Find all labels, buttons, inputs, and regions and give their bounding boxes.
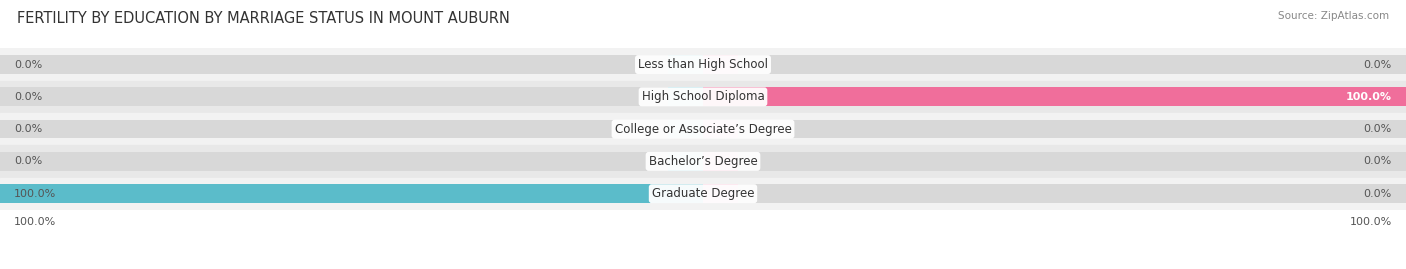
Text: FERTILITY BY EDUCATION BY MARRIAGE STATUS IN MOUNT AUBURN: FERTILITY BY EDUCATION BY MARRIAGE STATU…: [17, 11, 510, 26]
Text: 0.0%: 0.0%: [14, 156, 42, 167]
Text: College or Associate’s Degree: College or Associate’s Degree: [614, 123, 792, 136]
Bar: [0, 184, 703, 203]
Text: 0.0%: 0.0%: [1364, 156, 1392, 167]
Bar: [668, 120, 703, 139]
Text: 0.0%: 0.0%: [14, 59, 42, 70]
Bar: [0, 81, 1406, 113]
Bar: [0, 48, 1406, 81]
Text: High School Diploma: High School Diploma: [641, 90, 765, 103]
Text: 0.0%: 0.0%: [1364, 124, 1392, 134]
Bar: [703, 87, 1406, 106]
Text: 100.0%: 100.0%: [14, 189, 56, 199]
Bar: [0, 184, 703, 203]
Bar: [668, 152, 703, 171]
Text: 0.0%: 0.0%: [1364, 59, 1392, 70]
Bar: [668, 87, 703, 106]
Bar: [703, 55, 1406, 74]
Bar: [703, 55, 738, 74]
Legend: Married, Unmarried: Married, Unmarried: [610, 264, 796, 269]
Text: 100.0%: 100.0%: [1346, 92, 1392, 102]
Bar: [0, 87, 703, 106]
Bar: [703, 184, 738, 203]
Text: 100.0%: 100.0%: [14, 217, 56, 227]
Bar: [703, 87, 1406, 106]
Text: 100.0%: 100.0%: [1350, 217, 1392, 227]
Bar: [668, 55, 703, 74]
Bar: [0, 120, 703, 139]
Bar: [0, 55, 703, 74]
Bar: [0, 152, 703, 171]
Bar: [0, 113, 1406, 145]
Bar: [703, 184, 1406, 203]
Bar: [0, 145, 1406, 178]
Bar: [703, 152, 1406, 171]
Bar: [703, 120, 1406, 139]
Text: 0.0%: 0.0%: [14, 124, 42, 134]
Bar: [0, 178, 1406, 210]
Text: Source: ZipAtlas.com: Source: ZipAtlas.com: [1278, 11, 1389, 21]
Text: Bachelor’s Degree: Bachelor’s Degree: [648, 155, 758, 168]
Text: Less than High School: Less than High School: [638, 58, 768, 71]
Bar: [703, 152, 738, 171]
Text: 0.0%: 0.0%: [1364, 189, 1392, 199]
Text: 0.0%: 0.0%: [14, 92, 42, 102]
Bar: [703, 120, 738, 139]
Text: Graduate Degree: Graduate Degree: [652, 187, 754, 200]
